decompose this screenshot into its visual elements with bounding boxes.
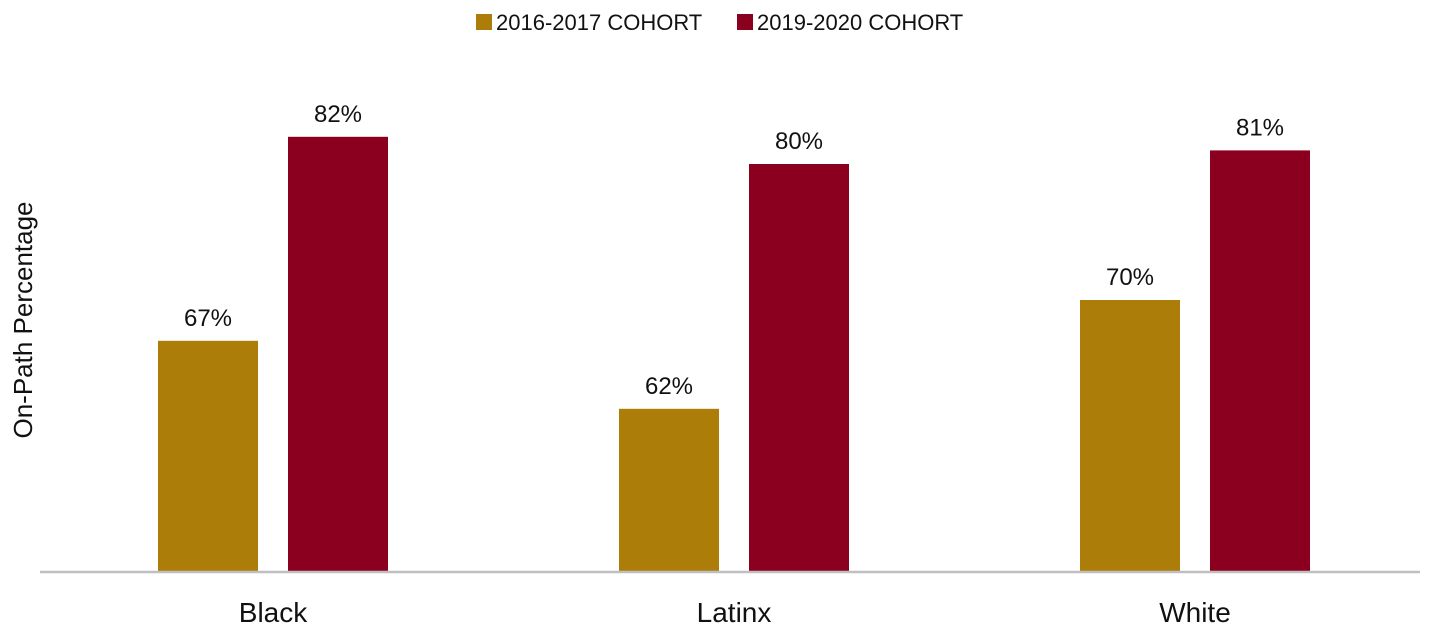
bar-latinx-series-2	[749, 164, 849, 572]
chart-legend: 2016-2017 COHORT 2019-2020 COHORT	[476, 10, 963, 35]
bar-white-series-1	[1080, 300, 1180, 572]
data-labels-group: 67% 82% 62% 80% 70% 81%	[184, 101, 1284, 400]
bar-latinx-series-1	[619, 408, 719, 572]
bar-white-series-2	[1210, 150, 1310, 572]
bar-black-series-1	[158, 340, 258, 572]
category-labels-group: Black Latinx White	[239, 597, 1231, 628]
data-label-black-series-2: 82%	[314, 101, 362, 128]
data-label-latinx-series-1: 62%	[645, 373, 693, 400]
category-label-black: Black	[239, 597, 308, 628]
data-label-white-series-2: 81%	[1236, 114, 1284, 141]
data-label-white-series-1: 70%	[1106, 264, 1154, 291]
data-label-black-series-1: 67%	[184, 305, 232, 332]
category-label-latinx: Latinx	[697, 597, 772, 628]
category-label-white: White	[1159, 597, 1231, 628]
legend-swatch-1	[476, 14, 492, 30]
y-axis-title: On-Path Percentage	[8, 201, 38, 438]
bars-group	[158, 136, 1310, 573]
legend-label-1: 2016-2017 COHORT	[496, 10, 702, 35]
legend-swatch-2	[737, 14, 753, 30]
legend-label-2: 2019-2020 COHORT	[757, 10, 963, 35]
data-label-latinx-series-2: 80%	[775, 128, 823, 155]
bar-black-series-2	[288, 136, 388, 573]
